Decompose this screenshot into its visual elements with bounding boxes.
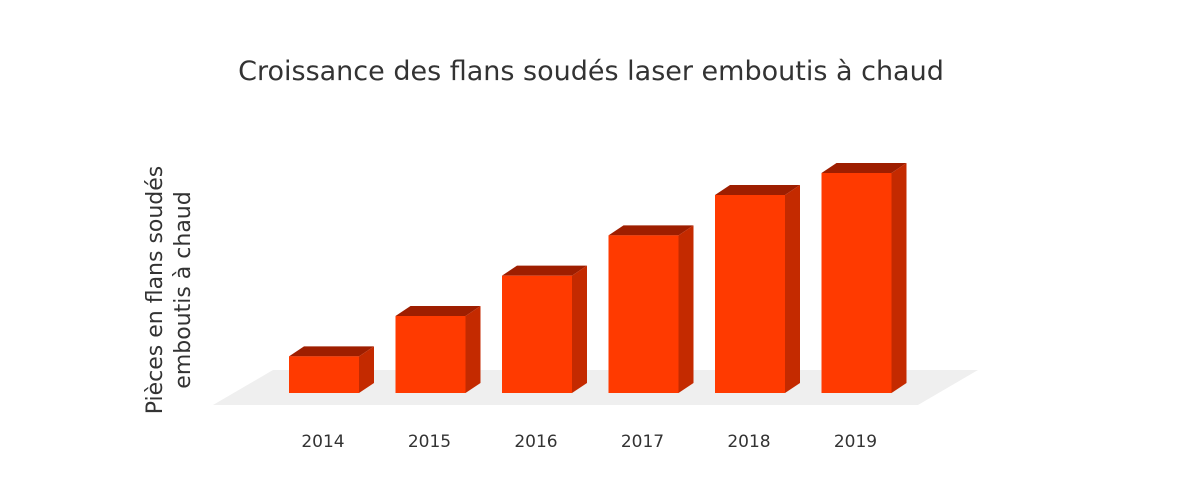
y-axis-label-line-1: Pièces en flans soudés: [143, 166, 168, 415]
bar-front-face: [608, 235, 679, 393]
x-tick-label-2016: 2016: [514, 432, 557, 452]
bar-2015: [395, 306, 481, 393]
bar-front-face: [821, 173, 892, 393]
bar-top-face: [821, 163, 907, 173]
bar-front-face: [395, 316, 466, 393]
bar-side-face: [678, 225, 694, 393]
x-tick-label-2019: 2019: [834, 432, 877, 452]
y-axis-label-line-2: emboutis à chaud: [171, 191, 196, 388]
bar-front-face: [715, 195, 785, 393]
bar-2014: [289, 346, 374, 393]
bar-front-face: [289, 356, 359, 393]
bar-top-face: [715, 185, 800, 195]
x-tick-label-2017: 2017: [621, 432, 664, 452]
bar-top-face: [395, 306, 481, 316]
x-tick-labels: 2014 2015 2016 2017 2018 2019: [301, 432, 877, 452]
bar-side-face: [465, 306, 481, 393]
x-tick-label-2014: 2014: [301, 432, 344, 452]
bar-side-face: [572, 265, 587, 393]
chart-title: Croissance des flans soudés laser embout…: [238, 56, 944, 87]
bar-side-face: [785, 185, 800, 393]
bars-group: [289, 163, 907, 393]
bar-top-face: [502, 265, 587, 276]
bar-top-face: [289, 346, 374, 357]
bar-side-face: [891, 163, 907, 393]
y-axis-label: Pièces en flans soudés emboutis à chaud: [143, 166, 196, 415]
x-tick-label-2015: 2015: [408, 432, 451, 452]
bar-2017: [608, 225, 694, 393]
bar-front-face: [502, 275, 572, 393]
bar-2016: [502, 265, 587, 393]
bar-2018: [715, 185, 800, 393]
bar-side-face: [359, 346, 374, 393]
bar-2019: [821, 163, 907, 393]
x-tick-label-2018: 2018: [727, 432, 770, 452]
bar-top-face: [608, 225, 694, 236]
